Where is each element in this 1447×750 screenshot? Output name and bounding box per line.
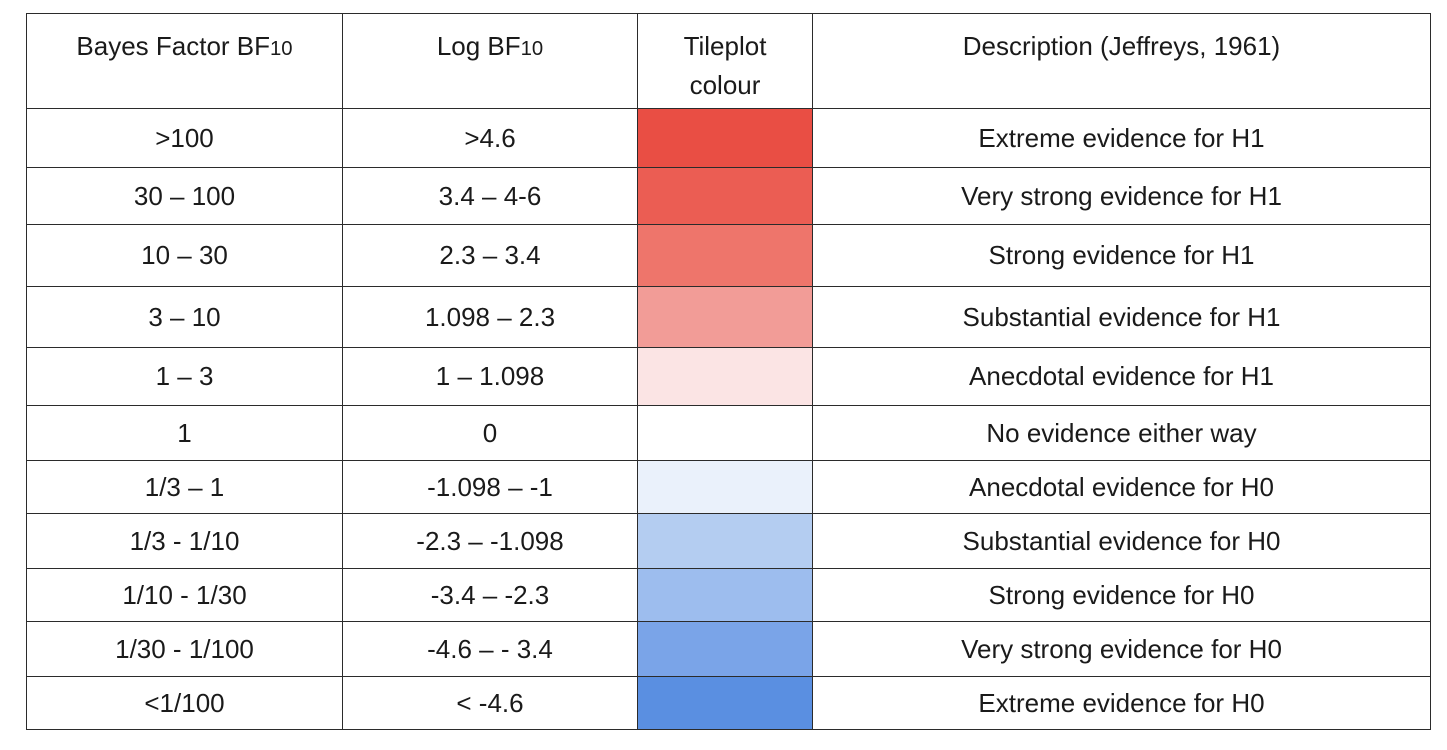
tileplot-colour-swatch — [637, 405, 813, 461]
table-row: 1/3 - 1/10 -2.3 – -1.098 Substantial evide… — [26, 513, 1431, 569]
header-row: Bayes Factor BF10 Log BF10 Tileplot colou… — [26, 13, 1431, 109]
header-log-bf-label: Log BF — [436, 31, 521, 61]
table-row: 1/3 – 1 -1.098 – -1 Anecdotal evidence for… — [26, 460, 1431, 514]
bayes-factor-cell: >100 — [26, 108, 343, 168]
header-log-bf-subscript: 10 — [520, 38, 544, 60]
table-row: <1/100 < -4.6 Extreme evidence for H0 — [26, 676, 1431, 730]
bayes-factor-cell: 1/10 - 1/30 — [26, 568, 343, 622]
description-cell: Extreme evidence for H1 — [812, 108, 1431, 168]
tileplot-colour-swatch — [637, 460, 813, 514]
table-row: 3 – 10 1.098 – 2.3 Substantial evidence fo… — [26, 286, 1431, 348]
table-row: 1/10 - 1/30 -3.4 – -2.3 Strong evidence fo… — [26, 568, 1431, 622]
description-cell: No evidence either way — [812, 405, 1431, 461]
description-cell: Very strong evidence for H1 — [812, 167, 1431, 225]
header-bayes-factor: Bayes Factor BF10 — [26, 13, 343, 109]
description-cell: Substantial evidence for H1 — [812, 286, 1431, 348]
tileplot-colour-swatch — [637, 286, 813, 348]
header-description: Description (Jeffreys, 1961) — [812, 13, 1431, 109]
description-cell: Anecdotal evidence for H0 — [812, 460, 1431, 514]
description-cell: Substantial evidence for H0 — [812, 513, 1431, 569]
tileplot-colour-swatch — [637, 676, 813, 730]
bayes-factor-table: Bayes Factor BF10 Log BF10 Tileplot colou… — [26, 13, 1431, 730]
tileplot-colour-swatch — [637, 224, 813, 287]
tileplot-colour-swatch — [637, 347, 813, 406]
tileplot-colour-swatch — [637, 621, 813, 677]
table-row: 1/30 - 1/100 -4.6 – - 3.4 Very strong evid… — [26, 621, 1431, 677]
bayes-factor-cell: 3 – 10 — [26, 286, 343, 348]
log-bf-cell: 1 – 1.098 — [342, 347, 638, 406]
log-bf-cell: >4.6 — [342, 108, 638, 168]
description-cell: Strong evidence for H0 — [812, 568, 1431, 622]
table-body: >100 >4.6 Extreme evidence for H1 30 – 100 3… — [26, 108, 1431, 730]
description-cell: Strong evidence for H1 — [812, 224, 1431, 287]
header-tileplot-colour: Tileplot colour — [637, 13, 813, 109]
bayes-factor-cell: 1 – 3 — [26, 347, 343, 406]
log-bf-cell: -1.098 – -1 — [342, 460, 638, 514]
bayes-factor-cell: 30 – 100 — [26, 167, 343, 225]
log-bf-cell: 1.098 – 2.3 — [342, 286, 638, 348]
log-bf-cell: -2.3 – -1.098 — [342, 513, 638, 569]
table-row: 30 – 100 3.4 – 4-6 Very strong evidence fo… — [26, 167, 1431, 225]
header-bayes-factor-subscript: 10 — [270, 38, 293, 60]
description-cell: Extreme evidence for H0 — [812, 676, 1431, 730]
bayes-factor-cell: 10 – 30 — [26, 224, 343, 287]
log-bf-cell: -3.4 – -2.3 — [342, 568, 638, 622]
description-cell: Very strong evidence for H0 — [812, 621, 1431, 677]
log-bf-cell: 3.4 – 4-6 — [342, 167, 638, 225]
table-row: 10 – 30 2.3 – 3.4 Strong evidence for H1 — [26, 224, 1431, 287]
log-bf-cell: < -4.6 — [342, 676, 638, 730]
log-bf-cell: -4.6 – - 3.4 — [342, 621, 638, 677]
header-description-label: Description (Jeffreys, 1961) — [962, 31, 1281, 61]
tileplot-colour-swatch — [637, 568, 813, 622]
tileplot-colour-swatch — [637, 108, 813, 168]
description-cell: Anecdotal evidence for H1 — [812, 347, 1431, 406]
table-row: >100 >4.6 Extreme evidence for H1 — [26, 108, 1431, 168]
header-tileplot-line1: Tileplot — [683, 31, 767, 61]
bayes-factor-cell: 1/30 - 1/100 — [26, 621, 343, 677]
table-row: 1 0 No evidence either way — [26, 405, 1431, 461]
log-bf-cell: 0 — [342, 405, 638, 461]
header-bayes-factor-label: Bayes Factor BF — [76, 31, 271, 61]
header-tileplot-line2: colour — [689, 70, 761, 100]
bayes-factor-cell: 1 — [26, 405, 343, 461]
bayes-factor-cell: <1/100 — [26, 676, 343, 730]
bayes-factor-cell: 1/3 – 1 — [26, 460, 343, 514]
header-log-bf: Log BF10 — [342, 13, 638, 109]
tileplot-colour-swatch — [637, 167, 813, 225]
tileplot-colour-swatch — [637, 513, 813, 569]
log-bf-cell: 2.3 – 3.4 — [342, 224, 638, 287]
bayes-factor-cell: 1/3 - 1/10 — [26, 513, 343, 569]
